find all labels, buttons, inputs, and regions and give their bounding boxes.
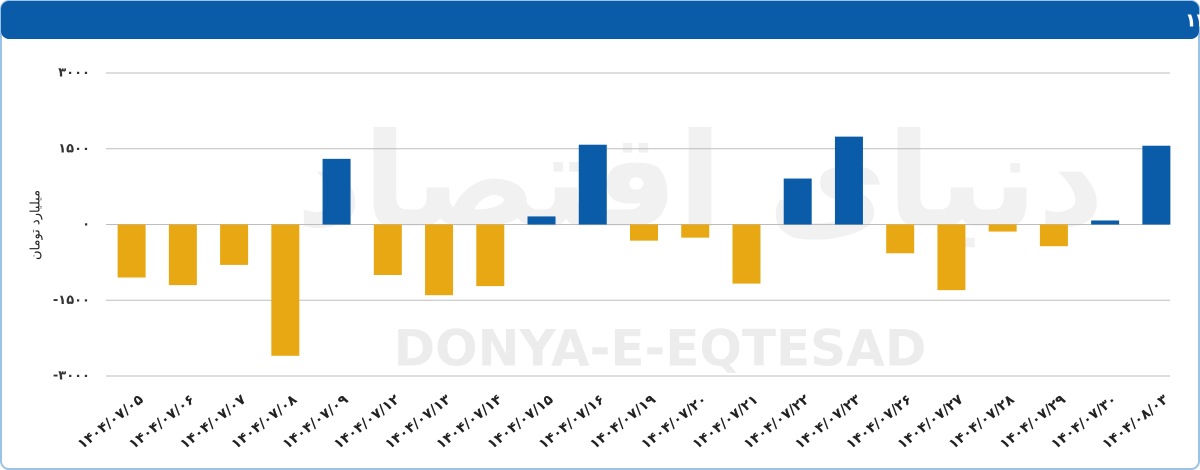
bar — [732, 224, 761, 284]
y-tick-label: ۰ — [82, 217, 90, 232]
bar — [168, 224, 197, 286]
bar — [988, 224, 1017, 232]
bar — [578, 144, 607, 225]
bar — [1091, 220, 1120, 225]
bar — [783, 178, 812, 225]
bar — [681, 224, 710, 238]
bar — [834, 136, 863, 225]
bar — [630, 224, 658, 241]
y-tick-label: -۳۰۰۰ — [53, 369, 90, 384]
bar — [373, 224, 402, 275]
bar — [322, 158, 351, 225]
y-axis-label: میلیارد تومان — [29, 190, 44, 260]
bar — [937, 224, 966, 291]
header-band — [1, 1, 1199, 39]
bar — [220, 224, 249, 265]
bar — [886, 224, 915, 254]
bar — [425, 224, 454, 296]
bar — [476, 224, 505, 287]
bar — [117, 224, 146, 278]
bar — [1039, 224, 1068, 247]
watermark: DONYA-E-EQTESAD — [394, 320, 927, 378]
bar — [271, 224, 300, 356]
bar — [1142, 145, 1171, 225]
y-tick-label: ۱۵۰۰ — [58, 141, 90, 156]
y-tick-label: -۱۵۰۰ — [53, 293, 90, 308]
y-tick-label: ۳۰۰۰ — [58, 66, 90, 81]
bar — [527, 216, 556, 225]
chart-title: خالص تغییر مالکیت حقیقی به حقوقی صندوق‌ه… — [1185, 9, 1200, 32]
